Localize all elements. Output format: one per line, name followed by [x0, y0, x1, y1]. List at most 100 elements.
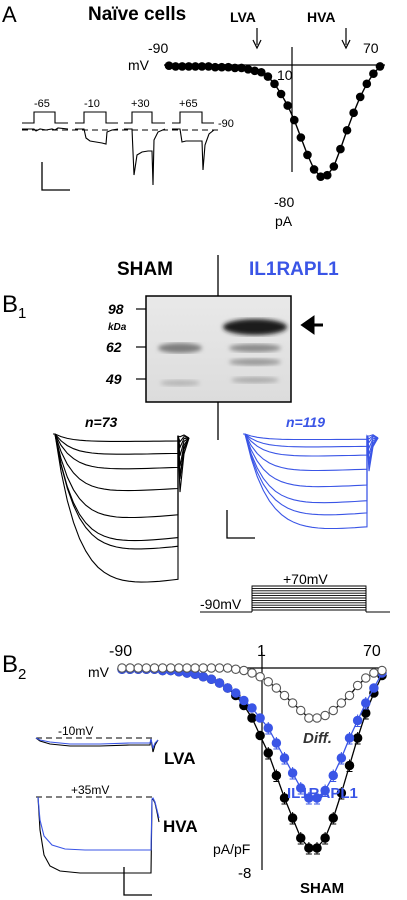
iv-b2-point-sham [305, 844, 313, 852]
iv-a-point [310, 165, 319, 174]
iv-b2-point-diff [264, 678, 272, 686]
blot-marker-62: 62 [106, 339, 122, 355]
iv-b2-point-diff [321, 711, 329, 719]
iv-b2-xtick-right: 70 [363, 643, 381, 660]
iv-a-point [356, 93, 365, 102]
lva-step-label: -10mV [58, 724, 93, 738]
iv-b2-point-il1rapl1 [272, 739, 280, 747]
iv-b2-point-sham [288, 814, 296, 822]
iv-a-point [363, 80, 372, 89]
panel-b1-subscript: 1 [18, 305, 26, 322]
il-series-label: IL1RAPL1 [287, 785, 358, 802]
panel-b1: B 1 SHAM IL1RAPL1 98 kDa 62 49 n=73 n=11… [2, 255, 390, 612]
sham-trace [53, 434, 189, 491]
hva-label: HVA [163, 817, 198, 836]
iv-b2-point-diff [345, 691, 353, 699]
iv-b2-point-diff [142, 664, 150, 672]
iv-b2-point-diff [191, 664, 199, 672]
iv-a-point [277, 90, 286, 99]
iv-a-y-unit: pA [275, 213, 293, 229]
iv-b2-point-diff [256, 673, 264, 681]
iv-a-point [349, 109, 358, 118]
iv-b2-point-sham [345, 761, 353, 769]
iv-b2-point-sham [272, 771, 280, 779]
iv-b2-point-il1rapl1 [199, 673, 207, 681]
iv-a-ytick-bottom: -80 [274, 194, 294, 210]
marker-hva-arrow [342, 28, 350, 48]
panel-a-letter: A [2, 2, 17, 27]
marker-hva-label: HVA [307, 9, 336, 25]
sham-series-label: SHAM [300, 880, 344, 897]
iv-a-point [264, 72, 273, 81]
protocol-step-label: +70mV [283, 571, 328, 587]
protocol-hold-label: -90mV [200, 596, 242, 612]
iv-b2-point-diff [370, 669, 378, 677]
iv-b2-point-sham [248, 714, 256, 722]
panel-b2-letter: B [2, 651, 18, 678]
panel-b2: B 2 -90 1 70 mV pA/pF -8 Diff. IL1RAPL1 … [2, 643, 386, 897]
iv-a-point [323, 171, 332, 180]
iv-a-point [297, 133, 306, 142]
sham-current-traces [53, 434, 189, 582]
iv-a-xtick-right: 70 [363, 40, 379, 56]
iv-a-point [290, 116, 299, 125]
iv-b2-point-sham [329, 814, 337, 822]
step-label-3: +30 [131, 98, 150, 110]
marker-lva-label: LVA [230, 9, 256, 25]
blot-marker-ticks [136, 309, 146, 379]
iv-b2-point-sham [297, 834, 305, 842]
panel-a-title: Naïve cells [88, 4, 186, 25]
step-label-4: +65 [179, 98, 198, 110]
iv-b2-point-diff [215, 664, 223, 672]
iv-b2-point-diff [313, 714, 321, 722]
iv-b2-line-il1rapl1 [122, 669, 382, 798]
hva-traces [38, 797, 159, 873]
protocol-step [252, 605, 366, 612]
iv-a-point [336, 145, 345, 154]
il-n: n=119 [286, 414, 325, 430]
iv-b2-point-diff [199, 664, 207, 672]
iv-b2-point-diff [337, 699, 345, 707]
lva-traces [36, 738, 158, 752]
iv-b2-point-sham [256, 731, 264, 739]
iv-b2-point-il1rapl1 [240, 696, 248, 704]
iv-b2-point-il1rapl1 [232, 689, 240, 697]
iv-b2-point-il1rapl1 [215, 679, 223, 687]
iv-b2-point-diff [297, 706, 305, 714]
iv-a-point [270, 80, 279, 89]
il1rapl1-trace [243, 434, 378, 440]
iv-b2-point-diff [305, 714, 313, 722]
iv-b2-point-diff [353, 681, 361, 689]
iv-b2-point-sham [353, 734, 361, 742]
iv-b2-point-il1rapl1 [362, 699, 370, 707]
iv-a-point [376, 62, 385, 71]
step-label-1: -65 [34, 98, 50, 110]
il1rapl1-trace [243, 434, 378, 447]
lva-label: LVA [164, 749, 195, 768]
iv-b2-point-diff [288, 699, 296, 707]
iv-b2-point-il1rapl1 [337, 754, 345, 762]
iv-b2-point-il1rapl1 [223, 684, 231, 692]
sham-trace [53, 434, 189, 549]
iv-b2-point-diff [272, 684, 280, 692]
il1rapl1-trace [243, 434, 378, 456]
protocol-step [252, 586, 366, 612]
current-traces-a [22, 128, 214, 185]
sham-trace [53, 434, 189, 541]
panel-b2-subscript: 2 [18, 666, 26, 683]
iv-b2-point-il1rapl1 [288, 769, 296, 777]
iv-b2-point-diff [248, 669, 256, 677]
hva-step-label: +35mV [71, 783, 109, 797]
iv-b2-point-diff [150, 664, 158, 672]
sham-trace [53, 434, 189, 441]
iv-b2-point-diff [329, 706, 337, 714]
iv-a-point [283, 101, 292, 110]
band-arrow-icon [303, 318, 323, 332]
panel-a: A Naïve cells -90 10 70 mV -80 pA LVA HV… [2, 2, 385, 229]
western-blot [146, 296, 291, 402]
iv-b2-point-diff [126, 664, 134, 672]
iv-b2-point-diff [175, 664, 183, 672]
iv-a-series [165, 61, 385, 181]
iv-b2-point-il1rapl1 [353, 716, 361, 724]
iv-a-point [369, 69, 378, 78]
